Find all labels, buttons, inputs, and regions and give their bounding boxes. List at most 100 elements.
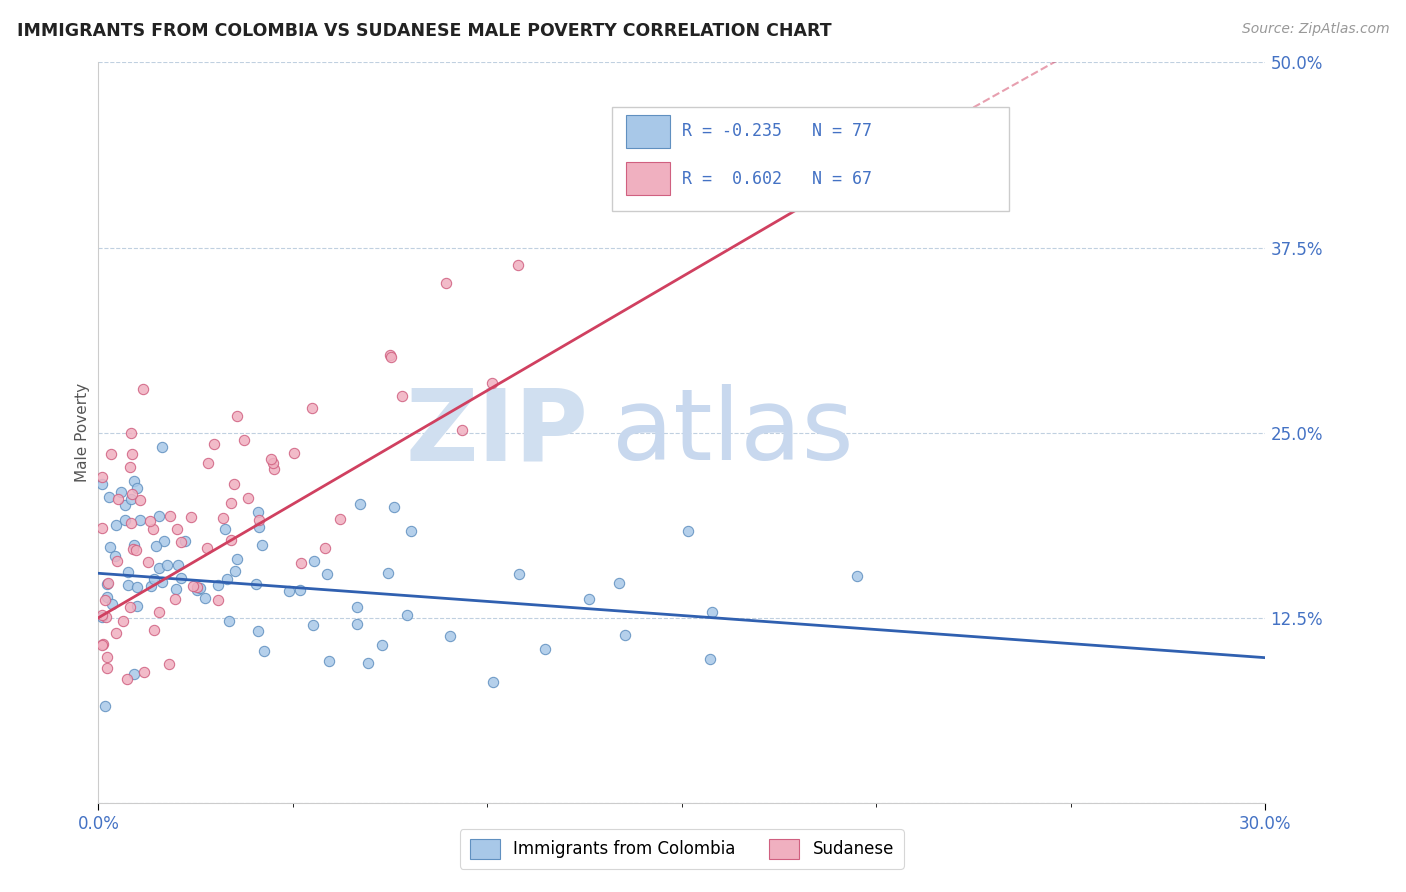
Point bbox=[148, 561, 170, 575]
Point bbox=[145, 539, 167, 553]
Point bbox=[450, 423, 472, 437]
Point bbox=[96, 661, 118, 675]
Text: IMMIGRANTS FROM COLOMBIA VS SUDANESE MALE POVERTY CORRELATION CHART: IMMIGRANTS FROM COLOMBIA VS SUDANESE MAL… bbox=[17, 22, 831, 40]
Point bbox=[607, 576, 630, 591]
Point bbox=[94, 592, 117, 607]
Point bbox=[195, 541, 218, 555]
Point bbox=[104, 626, 127, 640]
Point bbox=[169, 571, 191, 585]
Point bbox=[700, 605, 723, 619]
Point bbox=[232, 433, 254, 447]
Point bbox=[150, 441, 173, 455]
Point bbox=[167, 558, 190, 573]
Point bbox=[250, 539, 273, 553]
Point bbox=[166, 522, 188, 536]
Point bbox=[224, 564, 246, 578]
Point bbox=[156, 558, 179, 573]
Text: Source: ZipAtlas.com: Source: ZipAtlas.com bbox=[1241, 22, 1389, 37]
Point bbox=[91, 521, 114, 535]
Point bbox=[277, 583, 299, 598]
Legend: Immigrants from Colombia, Sudanese: Immigrants from Colombia, Sudanese bbox=[460, 830, 904, 869]
Point bbox=[96, 590, 118, 604]
Point bbox=[378, 348, 401, 362]
Point bbox=[382, 500, 405, 514]
Point bbox=[329, 512, 352, 526]
Point bbox=[214, 522, 236, 536]
Point bbox=[221, 533, 243, 547]
Point bbox=[120, 460, 142, 475]
Point bbox=[122, 666, 145, 681]
Point bbox=[120, 599, 142, 614]
Point bbox=[215, 572, 238, 586]
Point bbox=[101, 597, 124, 611]
Point bbox=[247, 505, 270, 519]
Point bbox=[96, 650, 118, 665]
Point bbox=[117, 566, 139, 580]
Point bbox=[121, 487, 143, 501]
Point bbox=[245, 577, 267, 591]
Point bbox=[283, 446, 305, 460]
Point bbox=[508, 566, 530, 581]
Point bbox=[115, 672, 138, 686]
Point bbox=[236, 491, 259, 505]
Point bbox=[96, 577, 118, 591]
Point bbox=[207, 593, 229, 607]
Point bbox=[260, 452, 283, 467]
Point bbox=[122, 542, 145, 557]
Point bbox=[159, 509, 181, 524]
Point bbox=[349, 497, 371, 511]
Text: atlas: atlas bbox=[612, 384, 853, 481]
Point bbox=[127, 599, 149, 614]
Point bbox=[226, 409, 249, 424]
Point bbox=[165, 582, 187, 597]
Point bbox=[301, 401, 323, 415]
Point bbox=[120, 425, 142, 440]
Point bbox=[263, 462, 285, 476]
Point bbox=[91, 610, 114, 624]
Point bbox=[136, 555, 159, 569]
Point bbox=[391, 389, 413, 403]
Point bbox=[253, 643, 276, 657]
Point bbox=[197, 456, 219, 470]
Point bbox=[202, 437, 225, 451]
Text: ZIP: ZIP bbox=[406, 384, 589, 481]
FancyBboxPatch shape bbox=[612, 107, 1008, 211]
Y-axis label: Male Poverty: Male Poverty bbox=[75, 383, 90, 483]
Point bbox=[396, 608, 419, 623]
Point bbox=[439, 630, 461, 644]
Point bbox=[97, 490, 120, 504]
Point bbox=[96, 610, 118, 624]
Point bbox=[173, 533, 195, 548]
Point bbox=[128, 492, 150, 507]
Point bbox=[222, 476, 245, 491]
Point bbox=[125, 580, 148, 594]
Point bbox=[93, 698, 115, 713]
Point bbox=[117, 578, 139, 592]
Point bbox=[91, 637, 114, 651]
Point bbox=[122, 537, 145, 551]
Point bbox=[578, 592, 600, 607]
Point bbox=[121, 447, 143, 461]
Text: R = -0.235   N = 77: R = -0.235 N = 77 bbox=[682, 122, 872, 140]
Point bbox=[377, 566, 399, 580]
Point bbox=[318, 653, 340, 667]
Point bbox=[481, 376, 503, 391]
Point bbox=[97, 575, 120, 590]
Point bbox=[127, 481, 149, 495]
Point bbox=[302, 618, 325, 632]
Point bbox=[371, 638, 394, 652]
Point bbox=[262, 456, 284, 470]
Point bbox=[380, 350, 402, 364]
Point bbox=[226, 552, 249, 566]
Point bbox=[481, 675, 503, 690]
Point bbox=[105, 554, 128, 568]
Point bbox=[91, 638, 114, 652]
FancyBboxPatch shape bbox=[626, 115, 671, 148]
Point bbox=[107, 492, 129, 507]
Point bbox=[91, 608, 114, 623]
Point bbox=[125, 543, 148, 558]
Point bbox=[153, 533, 176, 548]
Point bbox=[533, 641, 555, 656]
Point bbox=[212, 510, 235, 524]
Point bbox=[356, 656, 378, 670]
